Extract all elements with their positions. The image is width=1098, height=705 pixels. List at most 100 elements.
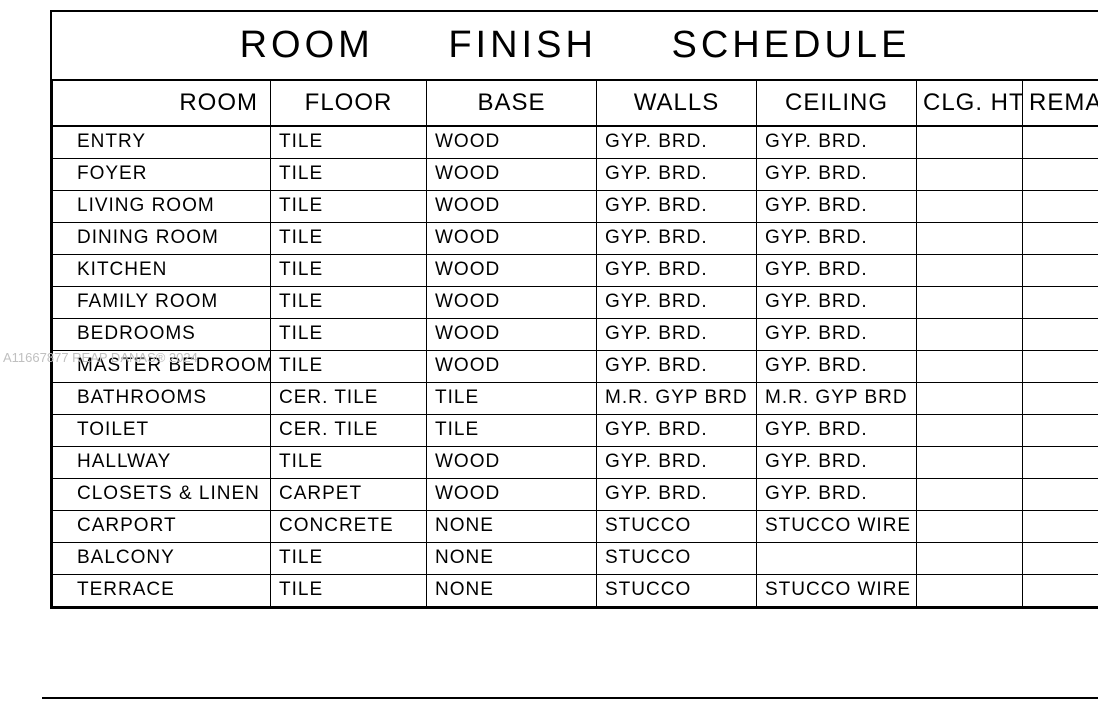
cell-walls: GYP. BRD. bbox=[597, 350, 757, 382]
table-row: TERRACETILENONESTUCCOSTUCCO WIRE LT bbox=[53, 574, 1098, 606]
cell-floor: CARPET bbox=[271, 478, 427, 510]
cell-base: WOOD bbox=[427, 190, 597, 222]
cell-ceiling: GYP. BRD. bbox=[757, 414, 917, 446]
table-row: FAMILY ROOMTILEWOODGYP. BRD.GYP. BRD. bbox=[53, 286, 1098, 318]
cell-room: DINING ROOM bbox=[53, 222, 271, 254]
cell-floor: TILE bbox=[271, 222, 427, 254]
cell-ceiling: GYP. BRD. bbox=[757, 286, 917, 318]
cell-clght bbox=[917, 510, 1023, 542]
cell-clght bbox=[917, 414, 1023, 446]
cell-floor: CONCRETE bbox=[271, 510, 427, 542]
cell-walls: STUCCO bbox=[597, 542, 757, 574]
cell-floor: TILE bbox=[271, 574, 427, 606]
cell-base: WOOD bbox=[427, 350, 597, 382]
schedule-title: ROOM FINISH SCHEDULE bbox=[52, 12, 1098, 81]
cell-base: NONE bbox=[427, 542, 597, 574]
cell-remarks bbox=[1023, 318, 1098, 350]
watermark-text: A11667877 REAP DANAS® 2024 bbox=[3, 350, 198, 365]
cell-ceiling: GYP. BRD. bbox=[757, 350, 917, 382]
cell-walls: GYP. BRD. bbox=[597, 126, 757, 158]
cell-walls: GYP. BRD. bbox=[597, 414, 757, 446]
cell-walls: GYP. BRD. bbox=[597, 286, 757, 318]
table-row: DINING ROOMTILEWOODGYP. BRD.GYP. BRD. bbox=[53, 222, 1098, 254]
cell-walls: GYP. BRD. bbox=[597, 318, 757, 350]
cell-remarks bbox=[1023, 414, 1098, 446]
cell-remarks bbox=[1023, 382, 1098, 414]
cell-remarks bbox=[1023, 350, 1098, 382]
cell-room: ENTRY bbox=[53, 126, 271, 158]
cell-remarks bbox=[1023, 510, 1098, 542]
cell-walls: GYP. BRD. bbox=[597, 190, 757, 222]
cell-remarks bbox=[1023, 222, 1098, 254]
cell-clght bbox=[917, 382, 1023, 414]
title-word-2: FINISH bbox=[448, 24, 597, 67]
cell-clght bbox=[917, 286, 1023, 318]
table-row: BATHROOMSCER. TILETILEM.R. GYP BRDM.R. G… bbox=[53, 382, 1098, 414]
cell-ceiling: GYP. BRD. bbox=[757, 126, 917, 158]
cell-floor: CER. TILE bbox=[271, 414, 427, 446]
header-base: BASE bbox=[427, 81, 597, 126]
header-ceiling: CEILING bbox=[757, 81, 917, 126]
cell-ceiling: GYP. BRD. bbox=[757, 158, 917, 190]
title-word-1: ROOM bbox=[240, 24, 374, 67]
cell-room: CARPORT bbox=[53, 510, 271, 542]
cell-remarks bbox=[1023, 446, 1098, 478]
header-remarks: REMAR bbox=[1023, 81, 1098, 126]
cell-base: WOOD bbox=[427, 254, 597, 286]
table-row: LIVING ROOMTILEWOODGYP. BRD.GYP. BRD. bbox=[53, 190, 1098, 222]
table-row: CARPORTCONCRETENONESTUCCOSTUCCO WIRE LT bbox=[53, 510, 1098, 542]
cell-clght bbox=[917, 190, 1023, 222]
cell-ceiling: GYP. BRD. bbox=[757, 254, 917, 286]
cell-clght bbox=[917, 318, 1023, 350]
cell-floor: TILE bbox=[271, 254, 427, 286]
cell-remarks bbox=[1023, 158, 1098, 190]
cell-clght bbox=[917, 222, 1023, 254]
cell-clght bbox=[917, 350, 1023, 382]
bottom-border bbox=[42, 697, 1098, 703]
cell-walls: GYP. BRD. bbox=[597, 478, 757, 510]
cell-walls: STUCCO bbox=[597, 574, 757, 606]
cell-clght bbox=[917, 158, 1023, 190]
cell-base: WOOD bbox=[427, 222, 597, 254]
cell-floor: TILE bbox=[271, 126, 427, 158]
cell-room: TERRACE bbox=[53, 574, 271, 606]
cell-base: TILE bbox=[427, 382, 597, 414]
cell-room: BALCONY bbox=[53, 542, 271, 574]
cell-remarks bbox=[1023, 478, 1098, 510]
table-row: ENTRYTILEWOODGYP. BRD.GYP. BRD. bbox=[53, 126, 1098, 158]
table-row: BALCONYTILENONESTUCCO bbox=[53, 542, 1098, 574]
cell-ceiling: GYP. BRD. bbox=[757, 318, 917, 350]
schedule-table: ROOM FLOOR BASE WALLS CEILING CLG. HT. R… bbox=[52, 81, 1098, 607]
cell-floor: TILE bbox=[271, 158, 427, 190]
cell-remarks bbox=[1023, 574, 1098, 606]
cell-walls: GYP. BRD. bbox=[597, 446, 757, 478]
cell-base: WOOD bbox=[427, 158, 597, 190]
cell-ceiling bbox=[757, 542, 917, 574]
header-room: ROOM bbox=[53, 81, 271, 126]
cell-floor: TILE bbox=[271, 446, 427, 478]
cell-walls: STUCCO bbox=[597, 510, 757, 542]
cell-walls: GYP. BRD. bbox=[597, 158, 757, 190]
table-header-row: ROOM FLOOR BASE WALLS CEILING CLG. HT. R… bbox=[53, 81, 1098, 126]
header-walls: WALLS bbox=[597, 81, 757, 126]
cell-ceiling: GYP. BRD. bbox=[757, 222, 917, 254]
cell-floor: TILE bbox=[271, 190, 427, 222]
cell-remarks bbox=[1023, 254, 1098, 286]
cell-remarks bbox=[1023, 542, 1098, 574]
cell-floor: CER. TILE bbox=[271, 382, 427, 414]
cell-room: LIVING ROOM bbox=[53, 190, 271, 222]
cell-ceiling: STUCCO WIRE LT bbox=[757, 510, 917, 542]
cell-clght bbox=[917, 542, 1023, 574]
cell-remarks bbox=[1023, 190, 1098, 222]
cell-clght bbox=[917, 254, 1023, 286]
header-floor: FLOOR bbox=[271, 81, 427, 126]
cell-floor: TILE bbox=[271, 286, 427, 318]
cell-base: WOOD bbox=[427, 318, 597, 350]
cell-base: NONE bbox=[427, 510, 597, 542]
cell-floor: TILE bbox=[271, 318, 427, 350]
header-clght: CLG. HT. bbox=[917, 81, 1023, 126]
schedule-container: ROOM FINISH SCHEDULE ROOM FLOOR BASE WAL… bbox=[50, 10, 1098, 609]
cell-base: NONE bbox=[427, 574, 597, 606]
cell-base: WOOD bbox=[427, 478, 597, 510]
cell-base: WOOD bbox=[427, 126, 597, 158]
